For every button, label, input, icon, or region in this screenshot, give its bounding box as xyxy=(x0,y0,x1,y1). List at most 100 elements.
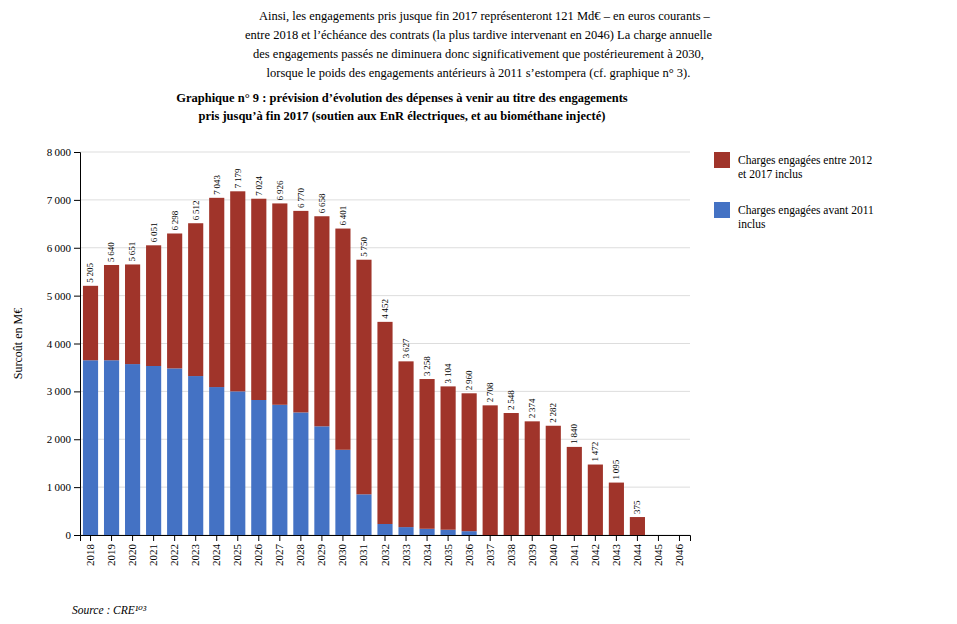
x-tick-mark xyxy=(363,535,364,541)
y-tick-mark xyxy=(74,248,80,249)
x-tick: 2028 xyxy=(294,535,306,566)
bar xyxy=(419,379,434,529)
x-tick: 2035 xyxy=(442,535,454,566)
x-tick-label: 2020 xyxy=(126,544,138,567)
bar xyxy=(483,405,498,535)
y-axis: 01 0002 0003 0004 0005 0006 0007 0008 00… xyxy=(47,146,81,541)
x-tick-label: 2030 xyxy=(336,544,348,567)
x-tick: 2046 xyxy=(673,535,685,566)
bar xyxy=(314,426,329,535)
legend-label: Charges engagées entre 2012et 2017 inclu… xyxy=(738,154,872,180)
legend-swatch xyxy=(714,152,730,168)
y-tick-label: 0 xyxy=(66,529,72,541)
paragraph: Ainsi, les engagements pris jusque fin 2… xyxy=(245,9,712,80)
y-tick-mark xyxy=(74,152,80,153)
y-tick: 8 000 xyxy=(47,146,80,158)
x-tick: 2045 xyxy=(652,535,664,566)
x-tick-mark xyxy=(342,535,343,541)
bar xyxy=(188,223,203,376)
y-axis-line xyxy=(74,153,81,536)
bar xyxy=(83,360,98,535)
x-tick-mark xyxy=(258,535,259,541)
x-tick: 2023 xyxy=(189,535,201,566)
data-label: 375 xyxy=(632,500,642,514)
bar xyxy=(104,360,119,535)
x-tick: 2029 xyxy=(315,535,327,566)
bar xyxy=(314,216,329,426)
x-tick: 2032 xyxy=(379,535,391,566)
x-tick-mark xyxy=(279,535,280,541)
y-tick: 2 000 xyxy=(47,433,80,445)
bar xyxy=(356,494,371,535)
data-label: 7 043 xyxy=(212,175,222,195)
x-tick: 2031 xyxy=(357,535,369,566)
y-tick-mark xyxy=(74,296,80,297)
y-tick-mark xyxy=(74,391,80,392)
x-tick: 2027 xyxy=(273,535,285,566)
y-tick: 0 xyxy=(66,529,81,541)
bar xyxy=(651,535,666,536)
x-tick-mark xyxy=(574,535,575,541)
bar xyxy=(251,199,266,400)
x-tick: 2038 xyxy=(505,535,517,566)
legend-label-line: Charges engagées entre 2012 xyxy=(738,154,872,167)
bar xyxy=(630,517,645,535)
data-label: 6 658 xyxy=(317,193,327,213)
y-axis-title: Surcoût en M€ xyxy=(11,308,25,379)
title: Graphique n° 9 : prévision d’évolution d… xyxy=(176,91,628,123)
bar xyxy=(398,361,413,527)
y-tick-mark xyxy=(74,200,80,201)
bar xyxy=(293,211,308,413)
x-tick-label: 2021 xyxy=(147,544,159,566)
bar xyxy=(377,524,392,535)
x-tick-label: 2036 xyxy=(463,544,475,567)
bar xyxy=(188,376,203,535)
bar xyxy=(462,531,477,535)
x-tick-mark xyxy=(216,535,217,541)
bar xyxy=(651,535,666,536)
x-tick-mark xyxy=(111,535,112,541)
x-tick: 2019 xyxy=(105,535,117,566)
data-label: 3 104 xyxy=(443,363,453,383)
x-tick-mark xyxy=(406,535,407,541)
x-tick-label: 2045 xyxy=(652,544,664,567)
data-label: 7 179 xyxy=(233,168,243,188)
data-label: 6 401 xyxy=(338,206,348,226)
x-tick-label: 2026 xyxy=(252,544,264,567)
data-label: 2 282 xyxy=(548,403,558,423)
bar-series xyxy=(83,191,645,535)
data-label: 3 627 xyxy=(401,338,411,358)
y-tick: 3 000 xyxy=(47,385,80,397)
x-tick-label: 2032 xyxy=(379,544,391,566)
data-label: 1 472 xyxy=(590,442,600,462)
x-tick-label: 2044 xyxy=(631,544,643,567)
x-tick-mark xyxy=(658,535,659,541)
bar xyxy=(146,245,161,366)
x-tick-label: 2035 xyxy=(442,544,454,567)
bar xyxy=(125,264,140,364)
y-tick-label: 3 000 xyxy=(47,385,72,397)
bar xyxy=(672,535,687,536)
x-tick-mark xyxy=(532,535,533,541)
bar xyxy=(504,413,519,535)
x-tick-mark xyxy=(553,535,554,541)
bar xyxy=(230,391,245,535)
y-tick-label: 4 000 xyxy=(47,338,72,350)
y-tick-mark xyxy=(74,487,80,488)
legend-label-line: Charges engagées avant 2011 xyxy=(738,204,874,217)
x-tick-label: 2033 xyxy=(400,544,412,567)
x-tick-label: 2022 xyxy=(168,544,180,566)
bar xyxy=(672,535,687,536)
x-tick: 2039 xyxy=(526,535,538,566)
y-tick: 1 000 xyxy=(47,481,80,493)
x-tick: 2040 xyxy=(547,535,559,566)
x-tick: 2041 xyxy=(568,535,580,566)
bar xyxy=(356,260,371,495)
x-axis-line xyxy=(81,536,691,542)
source: Source : CRE¹⁰³ xyxy=(72,604,147,616)
data-label: 5 205 xyxy=(85,263,95,283)
legend-label-line: et 2017 inclus xyxy=(738,168,803,180)
x-tick-label: 2041 xyxy=(568,544,580,566)
x-tick-mark xyxy=(679,535,680,541)
x-tick-mark xyxy=(490,535,491,541)
